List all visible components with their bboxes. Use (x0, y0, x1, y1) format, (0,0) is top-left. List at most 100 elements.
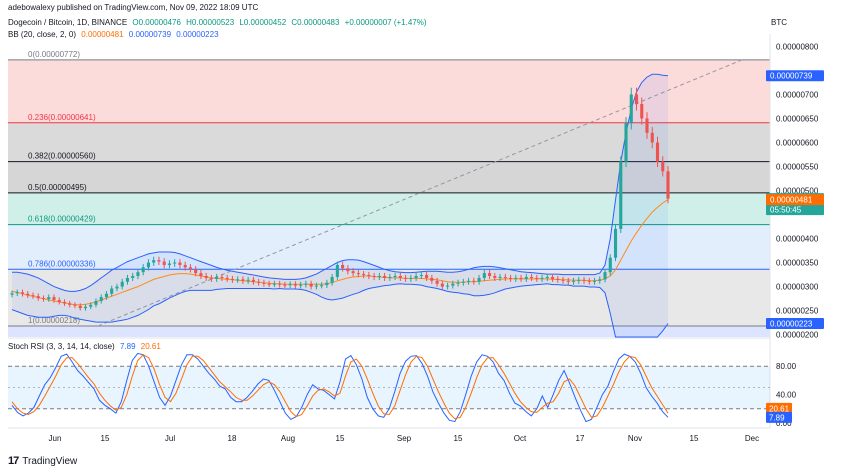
candle-body (57, 300, 61, 302)
fib-level-label: 0.786(0.00000336) (28, 259, 96, 268)
candle-body (529, 276, 534, 278)
time-tick-label: 15 (336, 434, 345, 443)
candle-body (115, 286, 119, 289)
candle-body (309, 283, 313, 287)
candle-body (141, 267, 145, 273)
candle-body (451, 283, 455, 286)
candle-body (440, 283, 444, 287)
candle-body (634, 94, 639, 105)
candle-body (514, 277, 518, 279)
fib-level-label: 0.382(0.00000560) (28, 152, 96, 161)
candle-body (188, 267, 192, 270)
candle-body (20, 292, 25, 294)
candle-body (241, 279, 245, 281)
candle-body (482, 273, 486, 278)
candle-body (377, 275, 381, 277)
candle-body (314, 285, 318, 287)
candle-body (535, 277, 539, 279)
candle-body (613, 228, 618, 258)
publisher-line: adebowalexy published on TradingView.com… (8, 3, 259, 12)
time-tick-label: Sep (397, 434, 412, 443)
candle-body (582, 279, 586, 281)
tradingview-logo: 17 TradingView (8, 455, 77, 467)
candle-body (10, 293, 14, 295)
candle-body (330, 276, 334, 283)
ohlc-open: O0.00000476 (132, 18, 181, 27)
symbol-ohlc-line: Dogecoin / Bitcoin, 1D, BINANCE O0.00000… (8, 18, 430, 27)
candle-body (251, 279, 255, 282)
candle-body (68, 303, 72, 305)
candle-body (89, 304, 93, 307)
price-label-text: 0.00000223 (770, 320, 813, 329)
candle-body (31, 295, 35, 297)
candle-body (598, 279, 602, 281)
candle-body (215, 276, 219, 279)
candle-body (498, 276, 502, 278)
candle-body (524, 276, 528, 279)
candle-body (346, 268, 350, 272)
time-tick-label: 15 (690, 434, 699, 443)
candle-body (488, 273, 492, 276)
candle-body (446, 285, 450, 287)
candle-body (603, 272, 607, 280)
candle-body (650, 132, 654, 143)
price-tick-label: 0.00000500 (776, 187, 819, 196)
candle-body (404, 277, 408, 279)
candle-body (577, 279, 581, 281)
price-tick-label: 0.00000650 (776, 114, 819, 123)
candle-body (472, 280, 476, 282)
stoch-label-badge (766, 402, 792, 414)
candle-body (388, 276, 392, 278)
candle-body (267, 283, 271, 285)
fib-zone (8, 161, 770, 193)
candle-body (125, 277, 130, 282)
candle-body (199, 273, 203, 276)
price-tick-label: 0.00000250 (776, 307, 819, 316)
candle-body (283, 284, 287, 286)
price-label-badge (766, 318, 824, 330)
candle-body (545, 276, 549, 278)
candle-body (304, 283, 308, 285)
bb-label: BB (20, close, 2, 0) (8, 30, 77, 39)
candle-body (461, 281, 465, 283)
candle-body (587, 280, 591, 282)
candle-body (372, 275, 376, 277)
time-tick-label: Jul (165, 434, 175, 443)
candle-body (335, 264, 339, 277)
candle-body (540, 277, 544, 279)
time-tick-label: Jun (49, 434, 62, 443)
stoch-tick-label: 80.00 (776, 362, 797, 371)
candle-body (325, 282, 329, 286)
time-tick-label: Aug (281, 434, 295, 443)
candle-body (78, 305, 82, 309)
candle-body (220, 276, 224, 278)
fib-level-label: 1(0.00000218) (28, 316, 80, 325)
fib-zone (8, 192, 770, 225)
candle-body (624, 123, 628, 162)
candle-body (146, 262, 151, 268)
price-label-text: 0.00000481 (770, 196, 813, 205)
candle-body (152, 260, 156, 263)
candle-body (136, 272, 140, 276)
price-tick-label: 0.00000800 (776, 42, 819, 51)
ohlc-low: L0.00000452 (239, 18, 287, 27)
time-tick-label: 15 (101, 434, 110, 443)
candle-body (225, 277, 229, 279)
candle-body (367, 275, 371, 277)
candle-body (293, 284, 297, 286)
candle-body (619, 161, 623, 229)
candle-body (320, 285, 324, 287)
stoch-tick-label: 0.00 (776, 419, 792, 428)
candle-body (503, 276, 507, 278)
stoch-label: Stoch RSI (3, 3, 14, 14, close) (8, 342, 115, 351)
ohlc-high: H0.00000523 (186, 18, 235, 27)
candle-body (162, 261, 166, 265)
candle-body (272, 283, 276, 285)
fib-zone (8, 224, 770, 270)
time-tick-label: 18 (228, 434, 237, 443)
candle-body (104, 293, 109, 298)
candle-body (167, 263, 172, 265)
candle-body (230, 278, 234, 280)
price-tick-label: 0.00000700 (776, 90, 819, 99)
